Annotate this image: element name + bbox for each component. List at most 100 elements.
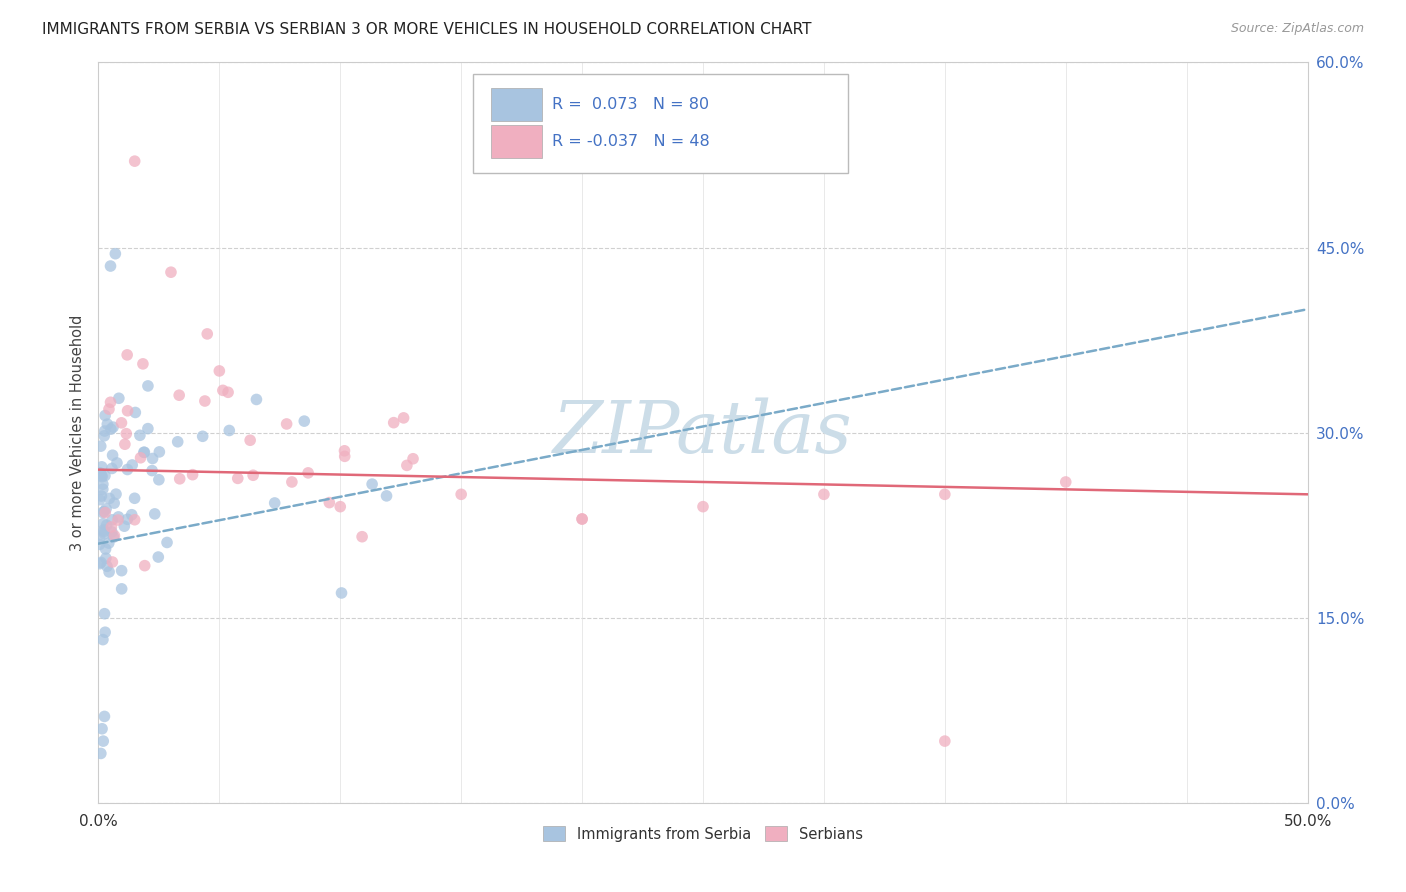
Point <box>97 536 120 550</box>
Point <box>103 496 125 510</box>
Point <box>98 565 121 579</box>
Point <box>103 529 125 543</box>
Point <box>361 477 384 491</box>
Point <box>107 509 129 524</box>
Point <box>143 507 166 521</box>
Point <box>90 555 112 569</box>
Point <box>134 558 156 573</box>
Legend: Immigrants from Serbia, Serbians: Immigrants from Serbia, Serbians <box>537 821 869 847</box>
Point <box>382 416 405 430</box>
Point <box>571 512 593 526</box>
Point <box>124 491 146 506</box>
Point <box>276 417 298 431</box>
Point <box>96 417 118 432</box>
Point <box>352 530 374 544</box>
Point <box>93 524 115 539</box>
Point <box>333 443 356 458</box>
Point <box>297 466 319 480</box>
Point <box>91 734 114 748</box>
Point <box>318 495 340 509</box>
Point <box>110 416 132 430</box>
Point <box>166 434 188 449</box>
Point <box>181 467 204 482</box>
Point <box>105 456 128 470</box>
Point <box>245 392 267 407</box>
Point <box>103 530 125 544</box>
Point <box>148 445 170 459</box>
Point <box>239 434 262 448</box>
Point <box>90 467 112 481</box>
Point <box>329 500 352 514</box>
Point <box>121 508 143 522</box>
Point <box>101 513 124 527</box>
Point <box>96 559 118 574</box>
Point <box>292 414 315 428</box>
Point <box>263 496 285 510</box>
Point <box>160 265 183 279</box>
Point <box>111 564 134 578</box>
Point <box>89 531 111 545</box>
Point <box>96 518 118 533</box>
Point <box>392 410 415 425</box>
Point <box>112 519 135 533</box>
Point <box>90 747 112 761</box>
Point <box>156 535 179 549</box>
Point <box>104 246 127 260</box>
Point <box>281 475 304 489</box>
Point <box>124 154 146 169</box>
Point <box>450 487 472 501</box>
Text: IMMIGRANTS FROM SERBIA VS SERBIAN 3 OR MORE VEHICLES IN HOUSEHOLD CORRELATION CH: IMMIGRANTS FROM SERBIA VS SERBIAN 3 OR M… <box>42 22 811 37</box>
Point <box>93 523 115 537</box>
Point <box>91 505 114 519</box>
Point <box>100 520 122 534</box>
Point <box>89 537 111 551</box>
Point <box>114 437 136 451</box>
Point <box>90 489 112 503</box>
Point <box>94 551 117 566</box>
Point <box>91 477 114 491</box>
Point <box>136 379 159 393</box>
Point <box>132 445 155 459</box>
Point <box>94 506 117 520</box>
Point <box>242 468 264 483</box>
Point <box>132 357 155 371</box>
Point <box>121 458 143 472</box>
Point <box>91 469 114 483</box>
Text: R = -0.037   N = 48: R = -0.037 N = 48 <box>551 134 710 149</box>
FancyBboxPatch shape <box>474 73 848 173</box>
Point <box>93 504 115 518</box>
FancyBboxPatch shape <box>492 88 543 121</box>
Point <box>93 429 115 443</box>
Point <box>115 348 138 362</box>
Point <box>111 582 134 596</box>
Point <box>90 439 112 453</box>
Text: ZIPatlas: ZIPatlas <box>553 397 853 468</box>
FancyBboxPatch shape <box>492 126 543 158</box>
Point <box>142 451 165 466</box>
Point <box>136 422 159 436</box>
Point <box>89 492 111 507</box>
Point <box>101 461 124 475</box>
Point <box>90 468 112 483</box>
Point <box>167 388 190 402</box>
Point <box>934 734 956 748</box>
Point <box>108 391 131 405</box>
Point <box>91 722 114 736</box>
Point <box>101 448 124 462</box>
Point <box>100 395 122 409</box>
Point <box>395 458 418 473</box>
Point <box>692 500 714 514</box>
Point <box>98 491 121 506</box>
Point <box>107 513 129 527</box>
Point <box>148 473 170 487</box>
Point <box>330 586 353 600</box>
Point <box>129 450 152 465</box>
Point <box>94 501 117 516</box>
Point <box>226 471 249 485</box>
Point <box>94 625 117 640</box>
Point <box>101 555 124 569</box>
Point <box>115 426 138 441</box>
Point <box>91 516 114 531</box>
Point <box>194 394 217 409</box>
Point <box>93 424 115 438</box>
